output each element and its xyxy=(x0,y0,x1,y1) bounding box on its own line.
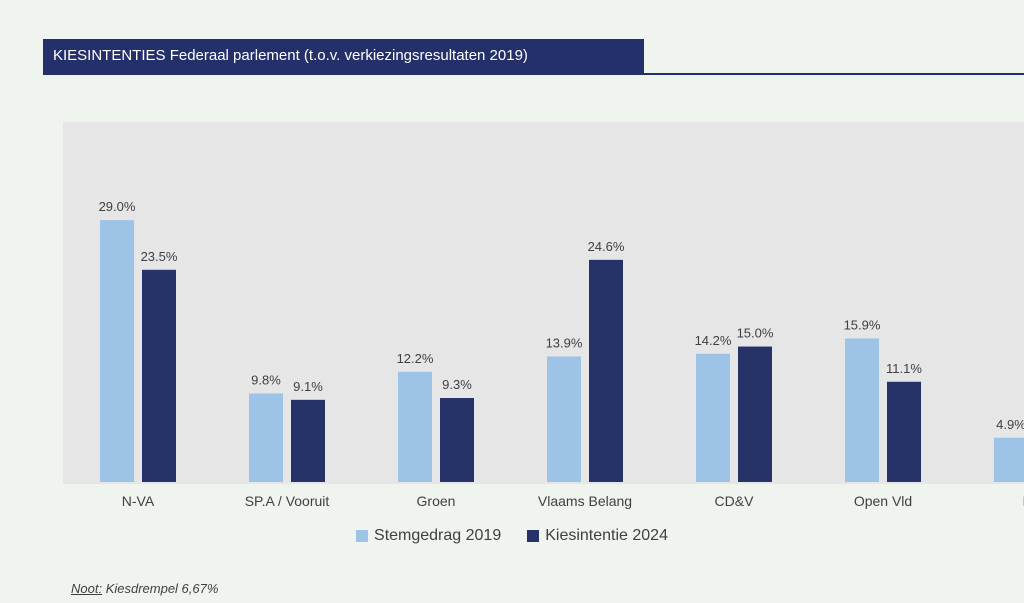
data-label-pvda-stemgedrag-2019: 4.9% xyxy=(996,417,1024,432)
data-label-sp-a-vooruit-stemgedrag-2019: 9.8% xyxy=(251,373,281,388)
bar-groen-kiesintentie-2024 xyxy=(440,398,474,482)
x-tick-label-groen: Groen xyxy=(417,493,456,509)
bar-open-vld-kiesintentie-2024 xyxy=(887,381,921,482)
data-label-n-va-kiesintentie-2024: 23.5% xyxy=(141,249,178,264)
bar-groen-stemgedrag-2019 xyxy=(398,371,432,482)
x-tick-label-n-va: N-VA xyxy=(122,493,155,509)
x-tick-label-cd-v: CD&V xyxy=(715,493,755,509)
data-label-cd-v-kiesintentie-2024: 15.0% xyxy=(737,326,774,341)
x-tick-label-open-vld: Open Vld xyxy=(854,493,912,509)
bar-n-va-stemgedrag-2019 xyxy=(100,220,134,482)
data-label-cd-v-stemgedrag-2019: 14.2% xyxy=(695,333,732,348)
bar-pvda-stemgedrag-2019 xyxy=(994,437,1024,482)
legend-swatch-series1 xyxy=(356,530,369,542)
data-label-vlaams-belang-stemgedrag-2019: 13.9% xyxy=(546,335,583,350)
data-label-open-vld-stemgedrag-2019: 15.9% xyxy=(844,317,881,332)
legend-label-series1: Stemgedrag 2019 xyxy=(374,527,502,544)
data-label-n-va-stemgedrag-2019: 29.0% xyxy=(99,199,136,214)
x-tick-label-vlaams-belang: Vlaams Belang xyxy=(538,493,632,509)
bar-vlaams-belang-stemgedrag-2019 xyxy=(547,356,581,482)
legend: Stemgedrag 2019 Kiesintentie 2024 xyxy=(0,526,1024,546)
legend-swatch-series2 xyxy=(527,530,540,542)
bar-sp-a-vooruit-kiesintentie-2024 xyxy=(291,399,325,482)
bar-open-vld-stemgedrag-2019 xyxy=(845,338,879,482)
footnote-text: Kiesdrempel 6,67% xyxy=(102,581,219,596)
x-tick-label-pvda: PV xyxy=(1023,493,1024,509)
data-label-groen-stemgedrag-2019: 12.2% xyxy=(397,351,434,366)
bar-sp-a-vooruit-stemgedrag-2019 xyxy=(249,393,283,482)
x-tick-label-sp-a-vooruit: SP.A / Vooruit xyxy=(245,493,330,509)
data-label-open-vld-kiesintentie-2024: 11.1% xyxy=(886,361,922,376)
bar-cd-v-stemgedrag-2019 xyxy=(696,353,730,482)
legend-label-series2: Kiesintentie 2024 xyxy=(545,527,668,544)
legend-item-stemgedrag-2019: Stemgedrag 2019 xyxy=(356,526,501,546)
title-underline xyxy=(43,73,1024,75)
footnote: Noot: Kiesdrempel 6,67% xyxy=(71,581,218,596)
data-label-vlaams-belang-kiesintentie-2024: 24.6% xyxy=(588,239,625,254)
chart-title: KIESINTENTIES Federaal parlement (t.o.v.… xyxy=(43,39,644,73)
data-label-sp-a-vooruit-kiesintentie-2024: 9.1% xyxy=(293,379,323,394)
bar-n-va-kiesintentie-2024 xyxy=(142,269,176,482)
bar-cd-v-kiesintentie-2024 xyxy=(738,346,772,482)
legend-item-kiesintentie-2024: Kiesintentie 2024 xyxy=(527,526,668,546)
bar-vlaams-belang-kiesintentie-2024 xyxy=(589,259,623,482)
footnote-label: Noot: xyxy=(71,581,103,596)
data-label-groen-kiesintentie-2024: 9.3% xyxy=(442,377,472,392)
